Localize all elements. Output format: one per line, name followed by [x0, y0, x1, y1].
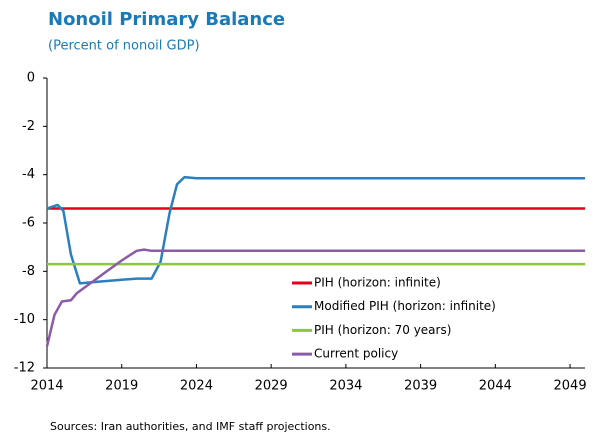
y-tick-label: -4 [22, 167, 35, 182]
chart-title: Nonoil Primary Balance [48, 9, 285, 30]
legend-label: PIH (horizon: infinite) [314, 276, 441, 290]
x-tick-label: 2044 [479, 379, 512, 394]
x-tick-label: 2019 [105, 379, 138, 394]
x-tick-label: 2014 [30, 379, 63, 394]
y-tick-label: -8 [22, 264, 35, 279]
source-note: Sources: Iran authorities, and IMF staff… [50, 420, 331, 433]
series-line [45, 248, 585, 347]
y-tick-label: -10 [14, 312, 35, 327]
x-tick-label: 2024 [180, 379, 213, 394]
x-tick-label: 2029 [255, 379, 288, 394]
legend-label: Modified PIH (horizon: infinite) [314, 299, 496, 313]
x-tick-label: 2034 [329, 379, 362, 394]
y-tick-label: -6 [22, 216, 35, 231]
x-tick-label: 2039 [404, 379, 437, 394]
x-tick-label: 2049 [554, 379, 587, 394]
legend-label: PIH (horizon: 70 years) [314, 323, 451, 337]
y-tick-label: -2 [22, 119, 35, 134]
chart-subtitle: (Percent of nonoil GDP) [48, 39, 200, 54]
legend-label: Current policy [314, 347, 398, 361]
y-tick-label: 0 [27, 71, 35, 86]
series-line [46, 175, 585, 285]
y-tick-label: -12 [14, 361, 35, 376]
